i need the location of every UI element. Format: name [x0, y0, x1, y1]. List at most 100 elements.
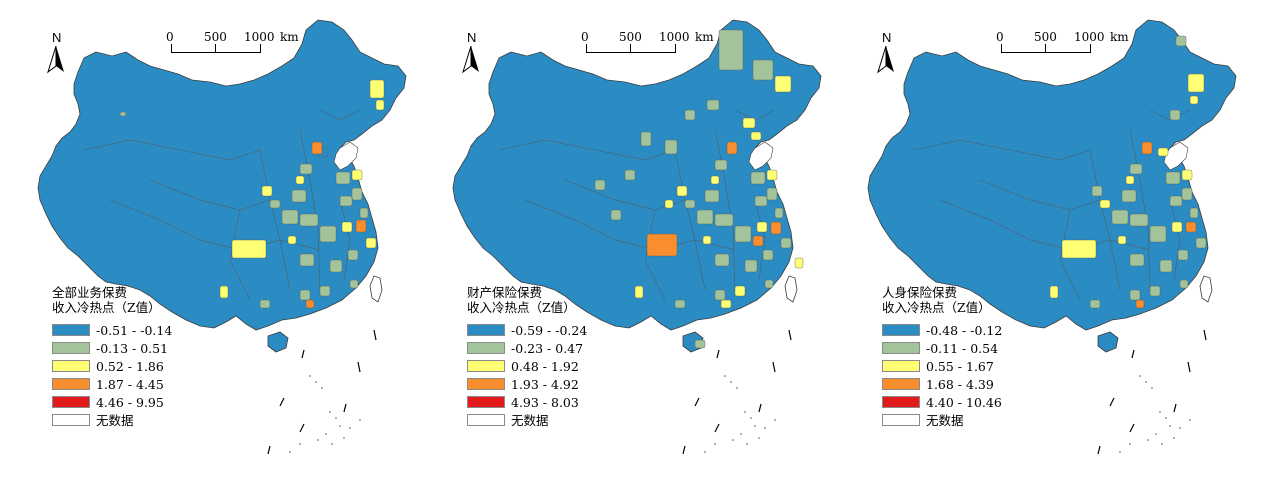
- hotspot-patch: [1175, 35, 1187, 47]
- island-dots: [289, 375, 361, 453]
- legend-swatch: [52, 396, 90, 408]
- hotspot-patch: [269, 199, 281, 209]
- north-arrow-icon: [47, 46, 64, 74]
- legend-swatch: [882, 342, 920, 354]
- legend-swatch: [467, 396, 505, 408]
- legend-title-line1: 人身保险保费: [882, 285, 958, 300]
- taiwan-island: [1199, 275, 1213, 303]
- scale-tick-1000: 1000: [1074, 30, 1105, 44]
- hotspot-patch: [231, 239, 267, 259]
- hotspot-patch: [291, 189, 307, 203]
- legend-item: -0.51 - -0.14: [52, 321, 172, 339]
- scale-tick-1000: 1000: [244, 30, 275, 44]
- hotspot-patches: [119, 79, 385, 309]
- hotspot-patch: [1111, 209, 1129, 225]
- hotspot-patch: [375, 99, 385, 111]
- hotspot-patch: [764, 279, 774, 289]
- legend-item: 1.93 - 4.92: [467, 375, 587, 393]
- legend-swatch: [882, 378, 920, 390]
- scale-bar: 0 500 1000 km: [996, 30, 1146, 54]
- scale-mid-tick: [630, 44, 631, 52]
- legend-swatch: [467, 324, 505, 336]
- hotspot-patch: [299, 253, 315, 267]
- hotspot-patch: [1099, 199, 1111, 209]
- legend-swatch: [467, 360, 505, 372]
- north-arrow-icon: [462, 46, 479, 74]
- hotspot-patch: [684, 199, 696, 209]
- hotspot-patch: [770, 221, 782, 235]
- hotspot-patches: [594, 29, 804, 349]
- china-map: [37, 19, 407, 455]
- hotspot-patch: [1195, 237, 1207, 249]
- hotspot-patch: [1169, 195, 1183, 207]
- south-china-sea-inset: [1097, 329, 1207, 455]
- hotspot-patch: [1189, 207, 1199, 219]
- hotspot-patch: [720, 299, 732, 309]
- map-panel-1: N 0 500 1000 km 全部业务保费 收入冷热点（Z值） -0.51 -…: [0, 0, 422, 500]
- hotspot-patch: [1181, 169, 1193, 181]
- scale-unit: km: [280, 30, 299, 44]
- hotspot-patch: [299, 289, 311, 301]
- hotspot-patch: [702, 235, 712, 245]
- hotspot-patch: [1157, 147, 1169, 157]
- hotspot-patch: [676, 185, 688, 197]
- hotspot-patch: [349, 279, 359, 289]
- hotspot-patch: [1089, 299, 1101, 309]
- hotspot-patch: [696, 209, 714, 225]
- bohai-sea: [333, 141, 359, 171]
- legend-swatch: [467, 414, 505, 426]
- hotspot-patch: [261, 185, 273, 197]
- legend-swatch: [882, 324, 920, 336]
- hotspot-patch: [339, 195, 353, 207]
- south-china-sea-inset: [682, 329, 792, 455]
- scale-tick-0: 0: [166, 30, 174, 44]
- legend-item: 无数据: [52, 411, 172, 429]
- hotspot-patch: [762, 249, 774, 261]
- scale-tick-500: 500: [204, 30, 227, 44]
- scale-unit: km: [1110, 30, 1129, 44]
- scale-tick-1000: 1000: [659, 30, 690, 44]
- legend-swatch: [52, 324, 90, 336]
- hotspot-patch: [750, 131, 762, 141]
- hotspot-patch: [1149, 285, 1161, 297]
- hotspot-patch: [610, 209, 622, 221]
- hotspot-patch: [287, 235, 297, 245]
- scale-line: [586, 44, 676, 53]
- hotspot-patch: [319, 225, 337, 243]
- hotspot-patch: [351, 187, 363, 201]
- hotspot-patch: [744, 259, 758, 273]
- legend-item: -0.11 - 0.54: [882, 339, 1002, 357]
- legend-swatch: [52, 414, 90, 426]
- island-dots: [1119, 375, 1191, 453]
- hotspot-patch: [319, 285, 331, 297]
- hotspot-patch: [1179, 279, 1189, 289]
- north-label: N: [882, 30, 892, 45]
- hotspot-patch: [281, 209, 299, 225]
- hotspot-patch: [1189, 95, 1199, 105]
- legend-swatch: [467, 342, 505, 354]
- north-arrow: N: [461, 30, 485, 74]
- hotspot-patch: [694, 339, 706, 349]
- taiwan-island: [369, 275, 383, 303]
- hotspot-patch: [774, 207, 784, 219]
- bohai-sea: [1163, 141, 1189, 171]
- legend-item: 无数据: [467, 411, 587, 429]
- scale-tick-0: 0: [996, 30, 1004, 44]
- hotspot-patch: [1049, 285, 1059, 299]
- legend-swatch: [467, 378, 505, 390]
- hotspot-patch: [1121, 189, 1137, 203]
- hotspot-patch: [766, 169, 778, 181]
- hotspot-patch: [756, 221, 768, 233]
- hotspot-patch: [1171, 221, 1183, 233]
- legend-swatch: [882, 360, 920, 372]
- legend-item: -0.48 - -0.12: [882, 321, 1002, 339]
- legend-swatch: [882, 396, 920, 408]
- legend-item: 无数据: [882, 411, 1002, 429]
- hotspot-patch: [1129, 253, 1145, 267]
- legend: 人身保险保费 收入冷热点（Z值） -0.48 - -0.12 -0.11 - 0.…: [882, 285, 1002, 429]
- hotspot-patch: [1091, 185, 1103, 197]
- hotspot-patch: [754, 195, 768, 207]
- hotspot-patch: [750, 171, 766, 185]
- legend-label: 无数据: [511, 412, 549, 428]
- hotspot-patch: [714, 159, 728, 171]
